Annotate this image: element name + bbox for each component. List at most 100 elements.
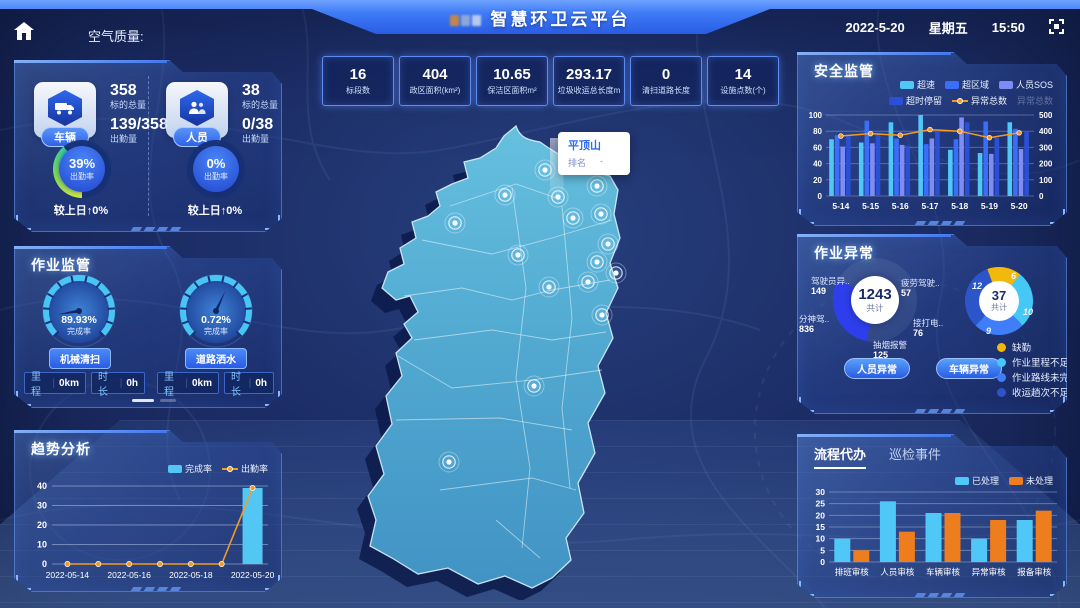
legend-item[interactable]: 出勤率	[222, 462, 268, 475]
district-map[interactable]	[300, 88, 770, 600]
abnormal-panel-title: 作业异常	[814, 245, 874, 261]
svg-text:2022-05-14: 2022-05-14	[46, 570, 90, 580]
person-slice-label: 接打电.. 76	[913, 318, 944, 338]
weekday-text: 星期五	[928, 21, 968, 36]
legend-item[interactable]: 超区域	[945, 78, 989, 91]
svg-text:20: 20	[813, 176, 822, 185]
legend-item[interactable]: 完成率	[168, 462, 212, 475]
pagination[interactable]	[132, 399, 176, 402]
vehicle-legend-item[interactable]: 作业里程不足	[997, 355, 1069, 369]
map-marker[interactable]	[438, 451, 460, 473]
trend-panel: 趋势分析 完成率 出勤率 0 10 20 30 40 2022-05-14 2022…	[14, 430, 282, 592]
person-total-label: 标的总量	[242, 100, 279, 110]
overview-stat-2: 10.65 保洁区面积m²	[476, 56, 548, 106]
map-marker[interactable]	[547, 186, 569, 208]
map-marker[interactable]	[523, 375, 545, 397]
svg-text:30: 30	[37, 501, 47, 511]
svg-text:5-18: 5-18	[951, 201, 968, 211]
map-marker[interactable]	[605, 262, 627, 284]
map-marker[interactable]	[562, 207, 584, 229]
work-metric-1: 时长 | 0h	[91, 372, 145, 394]
safety-bar	[894, 138, 899, 196]
svg-text:100: 100	[809, 111, 823, 120]
work-metric-3: 时长 | 0h	[224, 372, 274, 394]
person-abnormal-button[interactable]: 人员异常	[844, 358, 910, 379]
tooltip-city-name: 平顶山	[568, 140, 601, 152]
safety-bar	[954, 139, 959, 196]
safety-bar	[889, 122, 894, 196]
map-marker[interactable]	[494, 184, 516, 206]
panel-topline	[14, 60, 167, 63]
safety-bar	[905, 146, 910, 196]
safety-bar	[989, 154, 994, 196]
vehicle-legend-item[interactable]: 缺勤	[997, 340, 1031, 354]
svg-text:5-14: 5-14	[832, 201, 849, 211]
vehicle-legend-item[interactable]: 作业路线未完成	[997, 370, 1079, 384]
person-card: 人员	[166, 82, 228, 138]
map-marker[interactable]	[586, 251, 608, 273]
map-marker[interactable]	[597, 233, 619, 255]
tooltip-rank-value: -	[600, 156, 604, 166]
map-marker[interactable]	[590, 203, 612, 225]
svg-text:60: 60	[813, 143, 822, 152]
map-marker[interactable]	[591, 304, 613, 326]
map-marker[interactable]	[444, 212, 466, 234]
vehicle-legend-item[interactable]: 收运趟次不足	[997, 385, 1069, 399]
safety-bar	[935, 131, 940, 196]
svg-text:80: 80	[813, 127, 822, 136]
legend-item[interactable]: 超时停留	[889, 94, 942, 107]
svg-text:10: 10	[37, 540, 47, 550]
map-marker[interactable]	[534, 159, 556, 181]
trend-bar	[243, 488, 263, 564]
process-bar	[926, 513, 942, 562]
map-marker[interactable]	[507, 244, 529, 266]
safety-bar	[865, 121, 870, 196]
process-legend: 已处理 未处理	[955, 474, 1053, 487]
svg-text:500: 500	[1039, 111, 1053, 120]
tab-inspection-events[interactable]: 巡检事件	[889, 447, 942, 462]
legend-item[interactable]: 超速	[900, 78, 935, 91]
map-marker[interactable]	[586, 175, 608, 197]
gauge-chip-1[interactable]: 道路洒水	[185, 348, 247, 369]
tab-process-todo[interactable]: 流程代办	[814, 444, 866, 469]
overview-stat-1: 404 政区面积(km²)	[399, 56, 471, 106]
svg-text:5-20: 5-20	[1011, 201, 1028, 211]
gauge-chip-0[interactable]: 机械清扫	[49, 348, 111, 369]
svg-text:200: 200	[1039, 160, 1053, 169]
svg-text:完成率: 完成率	[67, 326, 91, 336]
datetime: 2022-5-20 星期五 15:50	[845, 18, 1064, 37]
legend-item[interactable]: 异常总数	[952, 94, 1007, 107]
fullscreen-icon[interactable]	[1049, 18, 1064, 37]
safety-bar	[835, 135, 840, 196]
svg-text:40: 40	[37, 481, 47, 491]
svg-text:30: 30	[816, 487, 826, 497]
vehicle-total-label: 标的总量	[110, 100, 147, 110]
safety-bar	[859, 143, 864, 196]
process-panel: 流程代办 巡检事件 已处理 未处理 0 5 10 15 20 25 30 排班审核人…	[797, 434, 1067, 598]
safety-bar	[846, 136, 851, 196]
svg-text:300: 300	[1039, 143, 1053, 152]
legend-item[interactable]: 未处理	[1009, 474, 1053, 487]
legend-item-disabled[interactable]: 异常总数	[1016, 96, 1053, 106]
map-marker[interactable]	[577, 271, 599, 293]
trend-chart: 0 10 20 30 40 2022-05-14 2022-05-16 2022-05…	[16, 472, 280, 595]
person-ratio: 0/38	[242, 116, 274, 133]
safety-bar	[1019, 149, 1024, 196]
overview-stat-4: 0 清扫道路长度	[630, 56, 702, 106]
safety-bar	[995, 138, 1000, 196]
safety-bar	[948, 150, 953, 196]
home-icon[interactable]	[14, 22, 34, 45]
vehicle-abnormal-button[interactable]: 车辆异常	[936, 358, 1002, 379]
safety-bar	[900, 145, 905, 196]
map-marker[interactable]	[538, 276, 560, 298]
legend-item[interactable]: 人员SOS	[999, 78, 1053, 91]
overview-stats-row: 16 标段数 404 政区面积(km²) 10.65 保洁区面积m² 293.1…	[322, 56, 779, 106]
map-land[interactable]	[367, 124, 621, 589]
legend-item[interactable]: 已处理	[955, 474, 999, 487]
process-bar	[1036, 511, 1052, 562]
svg-text:25: 25	[816, 499, 826, 509]
svg-text:异常审核: 异常审核	[972, 567, 1007, 577]
svg-text:20: 20	[37, 520, 47, 530]
safety-bar	[959, 117, 964, 196]
svg-text:89.93%: 89.93%	[61, 314, 97, 326]
